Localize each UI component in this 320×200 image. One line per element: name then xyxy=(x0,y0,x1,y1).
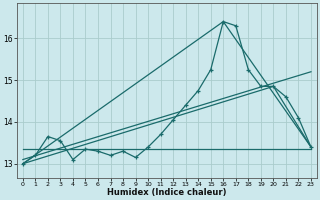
X-axis label: Humidex (Indice chaleur): Humidex (Indice chaleur) xyxy=(107,188,227,197)
